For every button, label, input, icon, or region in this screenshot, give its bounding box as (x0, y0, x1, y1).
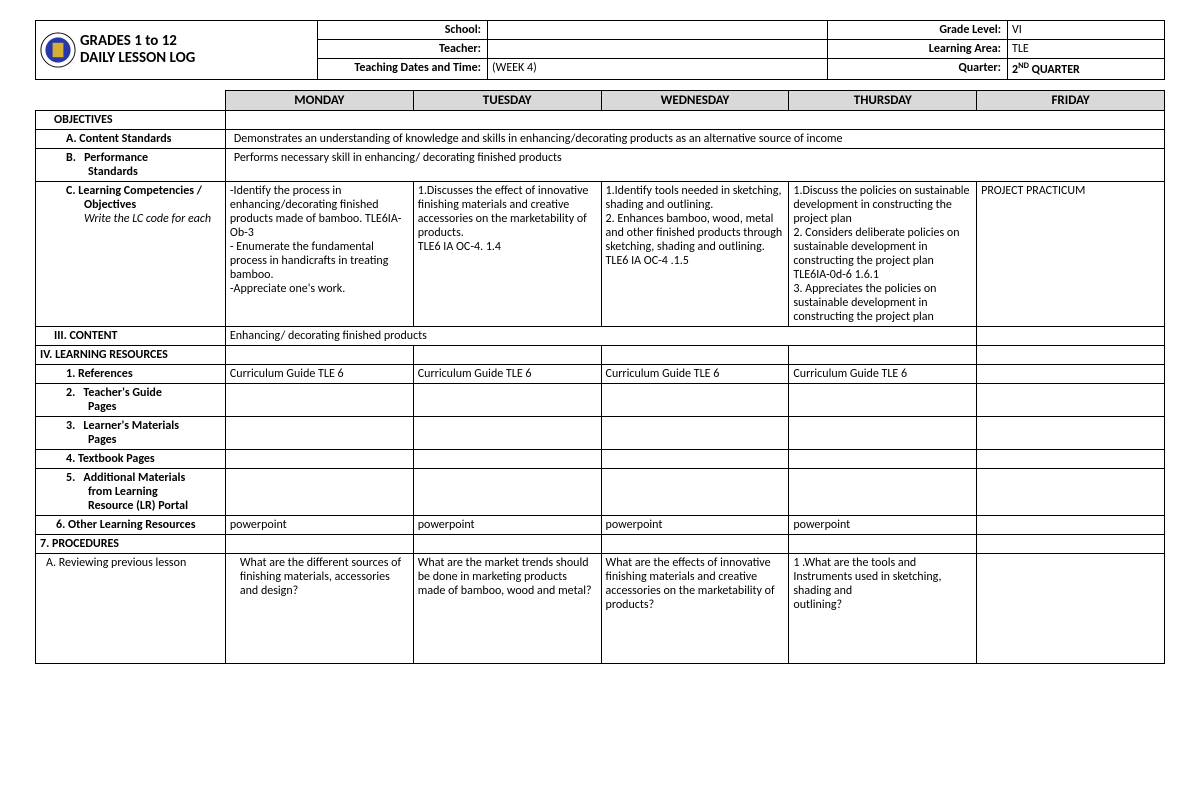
lc-monday: -Identify the process in enhancing/decor… (225, 182, 413, 327)
other-lr-fri (977, 516, 1165, 535)
learning-resources-row: IV. LEARNING RESOURCES (36, 346, 1165, 365)
teachers-guide-label: 2. Teacher's Guide Pages (36, 384, 226, 417)
additional-materials-row: 5. Additional Materials from Learning Re… (36, 469, 1165, 516)
school-label: School: (318, 21, 488, 40)
teacher-value (488, 40, 828, 59)
learning-competencies-label: C. Learning Competencies / Objectives Wr… (36, 182, 226, 327)
reviewing-wed: What are the effects of innovative finis… (601, 554, 789, 664)
day-friday: FRIDAY (977, 91, 1165, 111)
references-mon: Curriculum Guide TLE 6 (225, 365, 413, 384)
references-label: 1. References (36, 365, 226, 384)
title-cell: GRADES 1 to 12 DAILY LESSON LOG (36, 21, 318, 80)
learning-area-value: TLE (1008, 40, 1165, 59)
content-value: Enhancing/ decorating finished products (225, 327, 976, 346)
other-lr-mon: powerpoint (225, 516, 413, 535)
performance-standards-row: B. Performance Standards Performs necess… (36, 149, 1165, 182)
objectives-row: OBJECTIVES (36, 111, 1165, 130)
lc-friday: PROJECT PRACTICUM (977, 182, 1165, 327)
performance-standards-label: B. Performance Standards (36, 149, 226, 182)
procedures-label: 7. PROCEDURES (36, 535, 226, 554)
deped-seal-icon (40, 32, 76, 68)
other-lr-tue: powerpoint (413, 516, 601, 535)
content-row: III. CONTENT Enhancing/ decorating finis… (36, 327, 1165, 346)
textbook-row: 4. Textbook Pages (36, 450, 1165, 469)
reviewing-fri (977, 554, 1165, 664)
quarter-value: 2ND QUARTER (1008, 59, 1165, 80)
learners-materials-row: 3. Learner's Materials Pages (36, 417, 1165, 450)
teaching-dates-value: (WEEK 4) (488, 59, 828, 80)
title-line1: GRADES 1 to 12 (80, 32, 177, 50)
other-learning-resources-row: 6. Other Learning Resources powerpoint p… (36, 516, 1165, 535)
other-lr-wed: powerpoint (601, 516, 789, 535)
teaching-dates-label: Teaching Dates and Time: (318, 59, 488, 80)
teacher-label: Teacher: (318, 40, 488, 59)
learning-competencies-row: C. Learning Competencies / Objectives Wr… (36, 182, 1165, 327)
learning-area-label: Learning Area: (828, 40, 1008, 59)
other-lr-thu: powerpoint (789, 516, 977, 535)
lc-tuesday: 1.Discusses the effect of innovative fin… (413, 182, 601, 327)
other-lr-label: 6. Other Learning Resources (36, 516, 226, 535)
day-tuesday: TUESDAY (413, 91, 601, 111)
days-header-row: MONDAY TUESDAY WEDNESDAY THURSDAY FRIDAY (36, 91, 1165, 111)
content-standards-value: Demonstrates an understanding of knowled… (225, 130, 1164, 149)
school-value (488, 21, 828, 40)
lc-wednesday: 1.Identify tools needed in sketching, sh… (601, 182, 789, 327)
references-tue: Curriculum Guide TLE 6 (413, 365, 601, 384)
header-table: GRADES 1 to 12 DAILY LESSON LOG School: … (35, 20, 1165, 80)
content-standards-row: A. Content Standards Demonstrates an und… (36, 130, 1165, 149)
day-thursday: THURSDAY (789, 91, 977, 111)
reviewing-thu: 1 .What are the tools and Instruments us… (789, 554, 977, 664)
performance-standards-value: Performs necessary skill in enhancing/ d… (225, 149, 1164, 182)
reviewing-label: A. Reviewing previous lesson (36, 554, 226, 664)
content-label: III. CONTENT (36, 327, 226, 346)
references-wed: Curriculum Guide TLE 6 (601, 365, 789, 384)
references-fri (977, 365, 1165, 384)
additional-materials-label: 5. Additional Materials from Learning Re… (36, 469, 226, 516)
title-line2: DAILY LESSON LOG (80, 49, 195, 67)
reviewing-row: A. Reviewing previous lesson What are th… (36, 554, 1165, 664)
reviewing-tue: What are the market trends should be don… (413, 554, 601, 664)
references-row: 1. References Curriculum Guide TLE 6 Cur… (36, 365, 1165, 384)
teachers-guide-row: 2. Teacher's Guide Pages (36, 384, 1165, 417)
objectives-label: OBJECTIVES (36, 111, 226, 130)
content-standards-label: A. Content Standards (36, 130, 226, 149)
procedures-row: 7. PROCEDURES (36, 535, 1165, 554)
references-thu: Curriculum Guide TLE 6 (789, 365, 977, 384)
quarter-label: Quarter: (828, 59, 1008, 80)
lesson-table: MONDAY TUESDAY WEDNESDAY THURSDAY FRIDAY… (35, 90, 1165, 664)
grade-level-value: VI (1008, 21, 1165, 40)
learners-materials-label: 3. Learner's Materials Pages (36, 417, 226, 450)
grade-level-label: Grade Level: (828, 21, 1008, 40)
reviewing-mon: What are the different sources of finish… (225, 554, 413, 664)
learning-resources-label: IV. LEARNING RESOURCES (36, 346, 226, 365)
day-monday: MONDAY (225, 91, 413, 111)
day-wednesday: WEDNESDAY (601, 91, 789, 111)
textbook-label: 4. Textbook Pages (36, 450, 226, 469)
lc-thursday: 1.Discuss the policies on sustainable de… (789, 182, 977, 327)
